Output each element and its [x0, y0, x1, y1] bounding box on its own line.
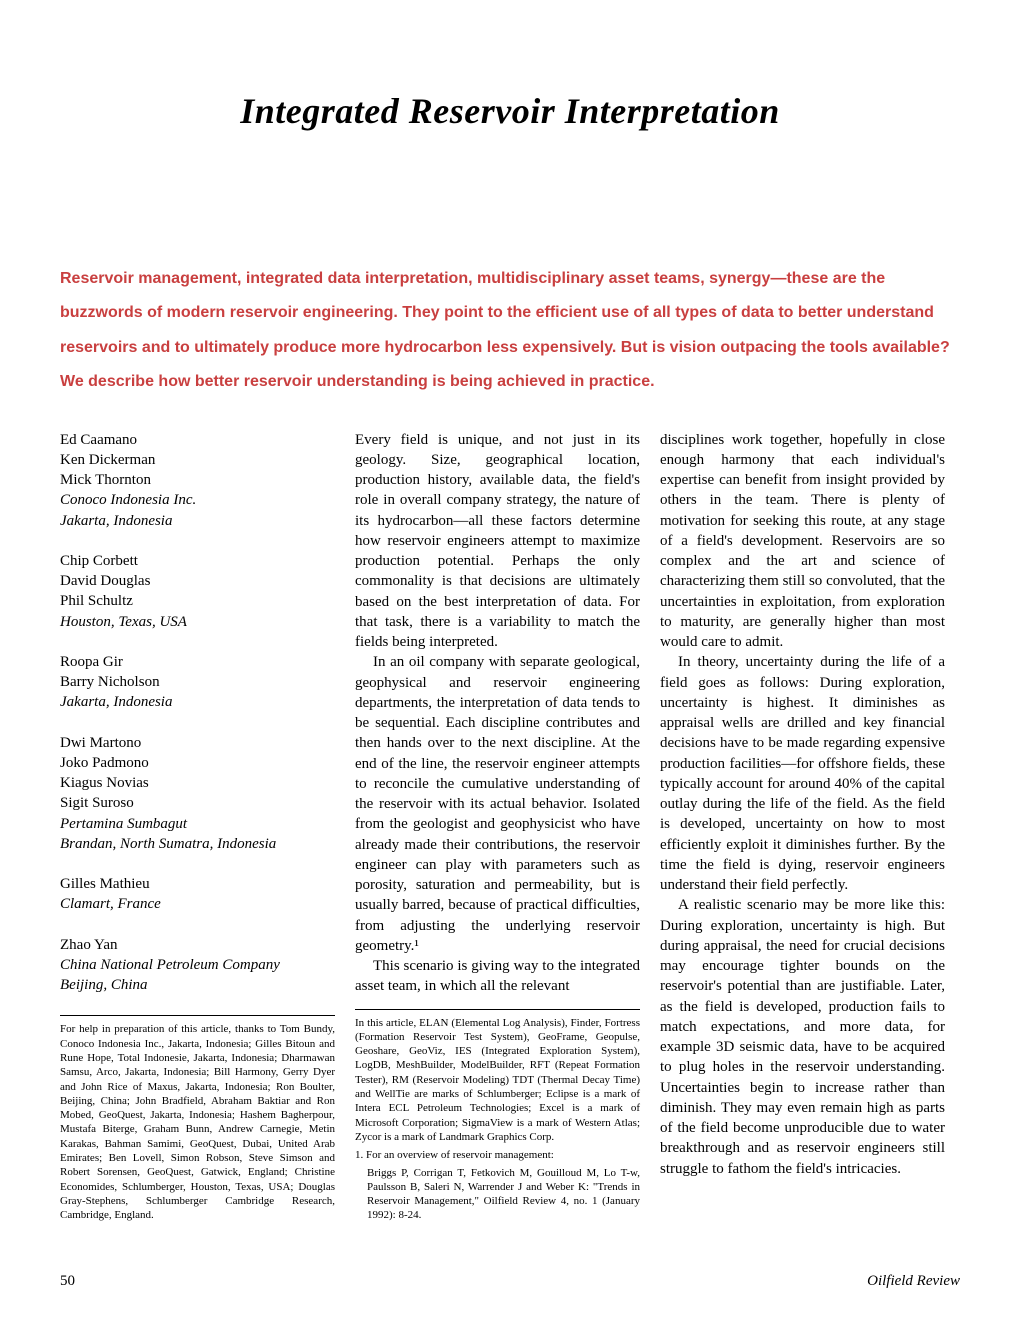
publication-name: Oilfield Review — [867, 1273, 960, 1290]
author-name: Phil Schultz — [60, 591, 335, 611]
footnote-trademarks: In this article, ELAN (Elemental Log Ana… — [355, 1016, 640, 1145]
author-name: Dwi Martono — [60, 733, 335, 753]
body-paragraph: Every field is unique, and not just in i… — [355, 430, 640, 653]
page-footer: 50 Oilfield Review — [60, 1273, 960, 1290]
author-affiliation: Pertamina Sumbagut — [60, 814, 335, 834]
author-block-3: Roopa Gir Barry Nicholson Jakarta, Indon… — [60, 652, 335, 713]
content-columns: Ed Caamano Ken Dickerman Mick Thornton C… — [60, 430, 960, 1223]
author-name: Chip Corbett — [60, 551, 335, 571]
author-block-1: Ed Caamano Ken Dickerman Mick Thornton C… — [60, 430, 335, 531]
footnote-reference-lead: 1. For an overview of reservoir manageme… — [355, 1148, 640, 1162]
author-affiliation: Conoco Indonesia Inc. — [60, 490, 335, 510]
author-name: Kiagus Novias — [60, 773, 335, 793]
author-name: Barry Nicholson — [60, 672, 335, 692]
intro-paragraph: Reservoir management, integrated data in… — [60, 262, 960, 400]
footnote-divider — [355, 1009, 640, 1010]
author-affiliation: Jakarta, Indonesia — [60, 692, 335, 712]
middle-column: Every field is unique, and not just in i… — [355, 430, 640, 1223]
author-block-4: Dwi Martono Joko Padmono Kiagus Novias S… — [60, 733, 335, 855]
author-name: Zhao Yan — [60, 935, 335, 955]
author-affiliation: China National Petroleum Company — [60, 955, 335, 975]
left-column: Ed Caamano Ken Dickerman Mick Thornton C… — [60, 430, 335, 1223]
author-affiliation: Beijing, China — [60, 975, 335, 995]
body-text-mid: Every field is unique, and not just in i… — [355, 430, 640, 997]
body-paragraph: In an oil company with separate geologic… — [355, 652, 640, 956]
author-affiliation: Houston, Texas, USA — [60, 612, 335, 632]
author-block-6: Zhao Yan China National Petroleum Compan… — [60, 935, 335, 996]
author-affiliation: Brandan, North Sumatra, Indonesia — [60, 834, 335, 854]
footnote-reference-citation: Briggs P, Corrigan T, Fetkovich M, Gouil… — [355, 1166, 640, 1223]
footnote-divider — [60, 1015, 335, 1016]
author-affiliation: Jakarta, Indonesia — [60, 511, 335, 531]
author-block-5: Gilles Mathieu Clamart, France — [60, 874, 335, 915]
author-name: David Douglas — [60, 571, 335, 591]
author-name: Gilles Mathieu — [60, 874, 335, 894]
body-paragraph: disciplines work together, hopefully in … — [660, 430, 945, 653]
author-name: Sigit Suroso — [60, 793, 335, 813]
body-paragraph: A realistic scenario may be more like th… — [660, 895, 945, 1179]
author-name: Roopa Gir — [60, 652, 335, 672]
author-name: Ken Dickerman — [60, 450, 335, 470]
author-name: Ed Caamano — [60, 430, 335, 450]
body-paragraph: In theory, uncertainty during the life o… — [660, 652, 945, 895]
body-text-right: disciplines work together, hopefully in … — [660, 430, 945, 1179]
page-number: 50 — [60, 1273, 75, 1290]
author-name: Mick Thornton — [60, 470, 335, 490]
footnote-acknowledgments: For help in preparation of this article,… — [60, 1022, 335, 1222]
author-affiliation: Clamart, France — [60, 894, 335, 914]
author-block-2: Chip Corbett David Douglas Phil Schultz … — [60, 551, 335, 632]
article-title: Integrated Reservoir Interpretation — [60, 90, 960, 132]
right-column: disciplines work together, hopefully in … — [660, 430, 945, 1223]
body-paragraph: This scenario is giving way to the integ… — [355, 956, 640, 997]
author-name: Joko Padmono — [60, 753, 335, 773]
